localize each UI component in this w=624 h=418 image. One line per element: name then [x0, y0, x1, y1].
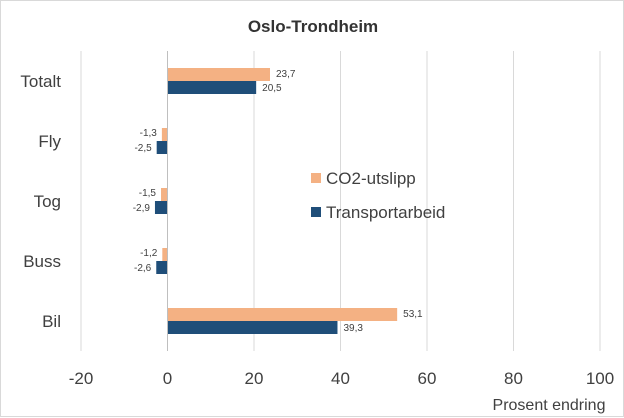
data-label: -2,6	[134, 263, 152, 274]
data-label: -2,5	[134, 143, 152, 154]
x-tick-label: 40	[331, 369, 350, 388]
chart-title: Oslo-Trondheim	[248, 17, 378, 36]
x-tick-label: 20	[245, 369, 264, 388]
x-tick-label: 80	[504, 369, 523, 388]
bar	[167, 321, 338, 334]
bar	[167, 308, 398, 321]
bar	[156, 261, 168, 274]
category-label: Bil	[42, 312, 61, 331]
x-tick-label: -20	[69, 369, 94, 388]
bar	[156, 141, 168, 154]
bar	[167, 81, 257, 94]
data-label: -1,2	[140, 248, 158, 259]
data-label: 23,7	[276, 69, 296, 80]
legend-swatch-transportarbeid	[311, 207, 321, 217]
data-label: 53,1	[403, 309, 423, 320]
bar	[154, 201, 168, 214]
legend-label-co2: CO2-utslipp	[326, 169, 416, 188]
bar	[167, 68, 271, 81]
x-tick-label: 0	[163, 369, 172, 388]
category-label: Buss	[23, 252, 61, 271]
x-tick-label: 60	[418, 369, 437, 388]
labels: -20 0 20 40 60 80 100 Totalt 23,7 20,5 Fly -1,3 -2,5…	[20, 69, 614, 388]
legend: CO2-utslipp Transportarbeid	[311, 169, 445, 222]
data-label: -1,5	[139, 188, 157, 199]
category-label: Fly	[38, 132, 61, 151]
x-axis-title: Prosent endring	[493, 397, 606, 414]
data-label: -2,9	[133, 203, 151, 214]
data-label: 20,5	[262, 83, 282, 94]
gridlines	[80, 51, 601, 351]
bar	[162, 248, 168, 261]
bar	[161, 188, 168, 201]
category-label: Totalt	[20, 72, 61, 91]
category-label: Tog	[34, 192, 61, 211]
bars	[154, 68, 398, 334]
data-label: 39,3	[343, 323, 363, 334]
bar	[161, 128, 168, 141]
data-label: -1,3	[140, 128, 158, 139]
legend-label-transportarbeid: Transportarbeid	[326, 203, 445, 222]
x-tick-label: 100	[586, 369, 614, 388]
legend-swatch-co2	[311, 173, 321, 183]
